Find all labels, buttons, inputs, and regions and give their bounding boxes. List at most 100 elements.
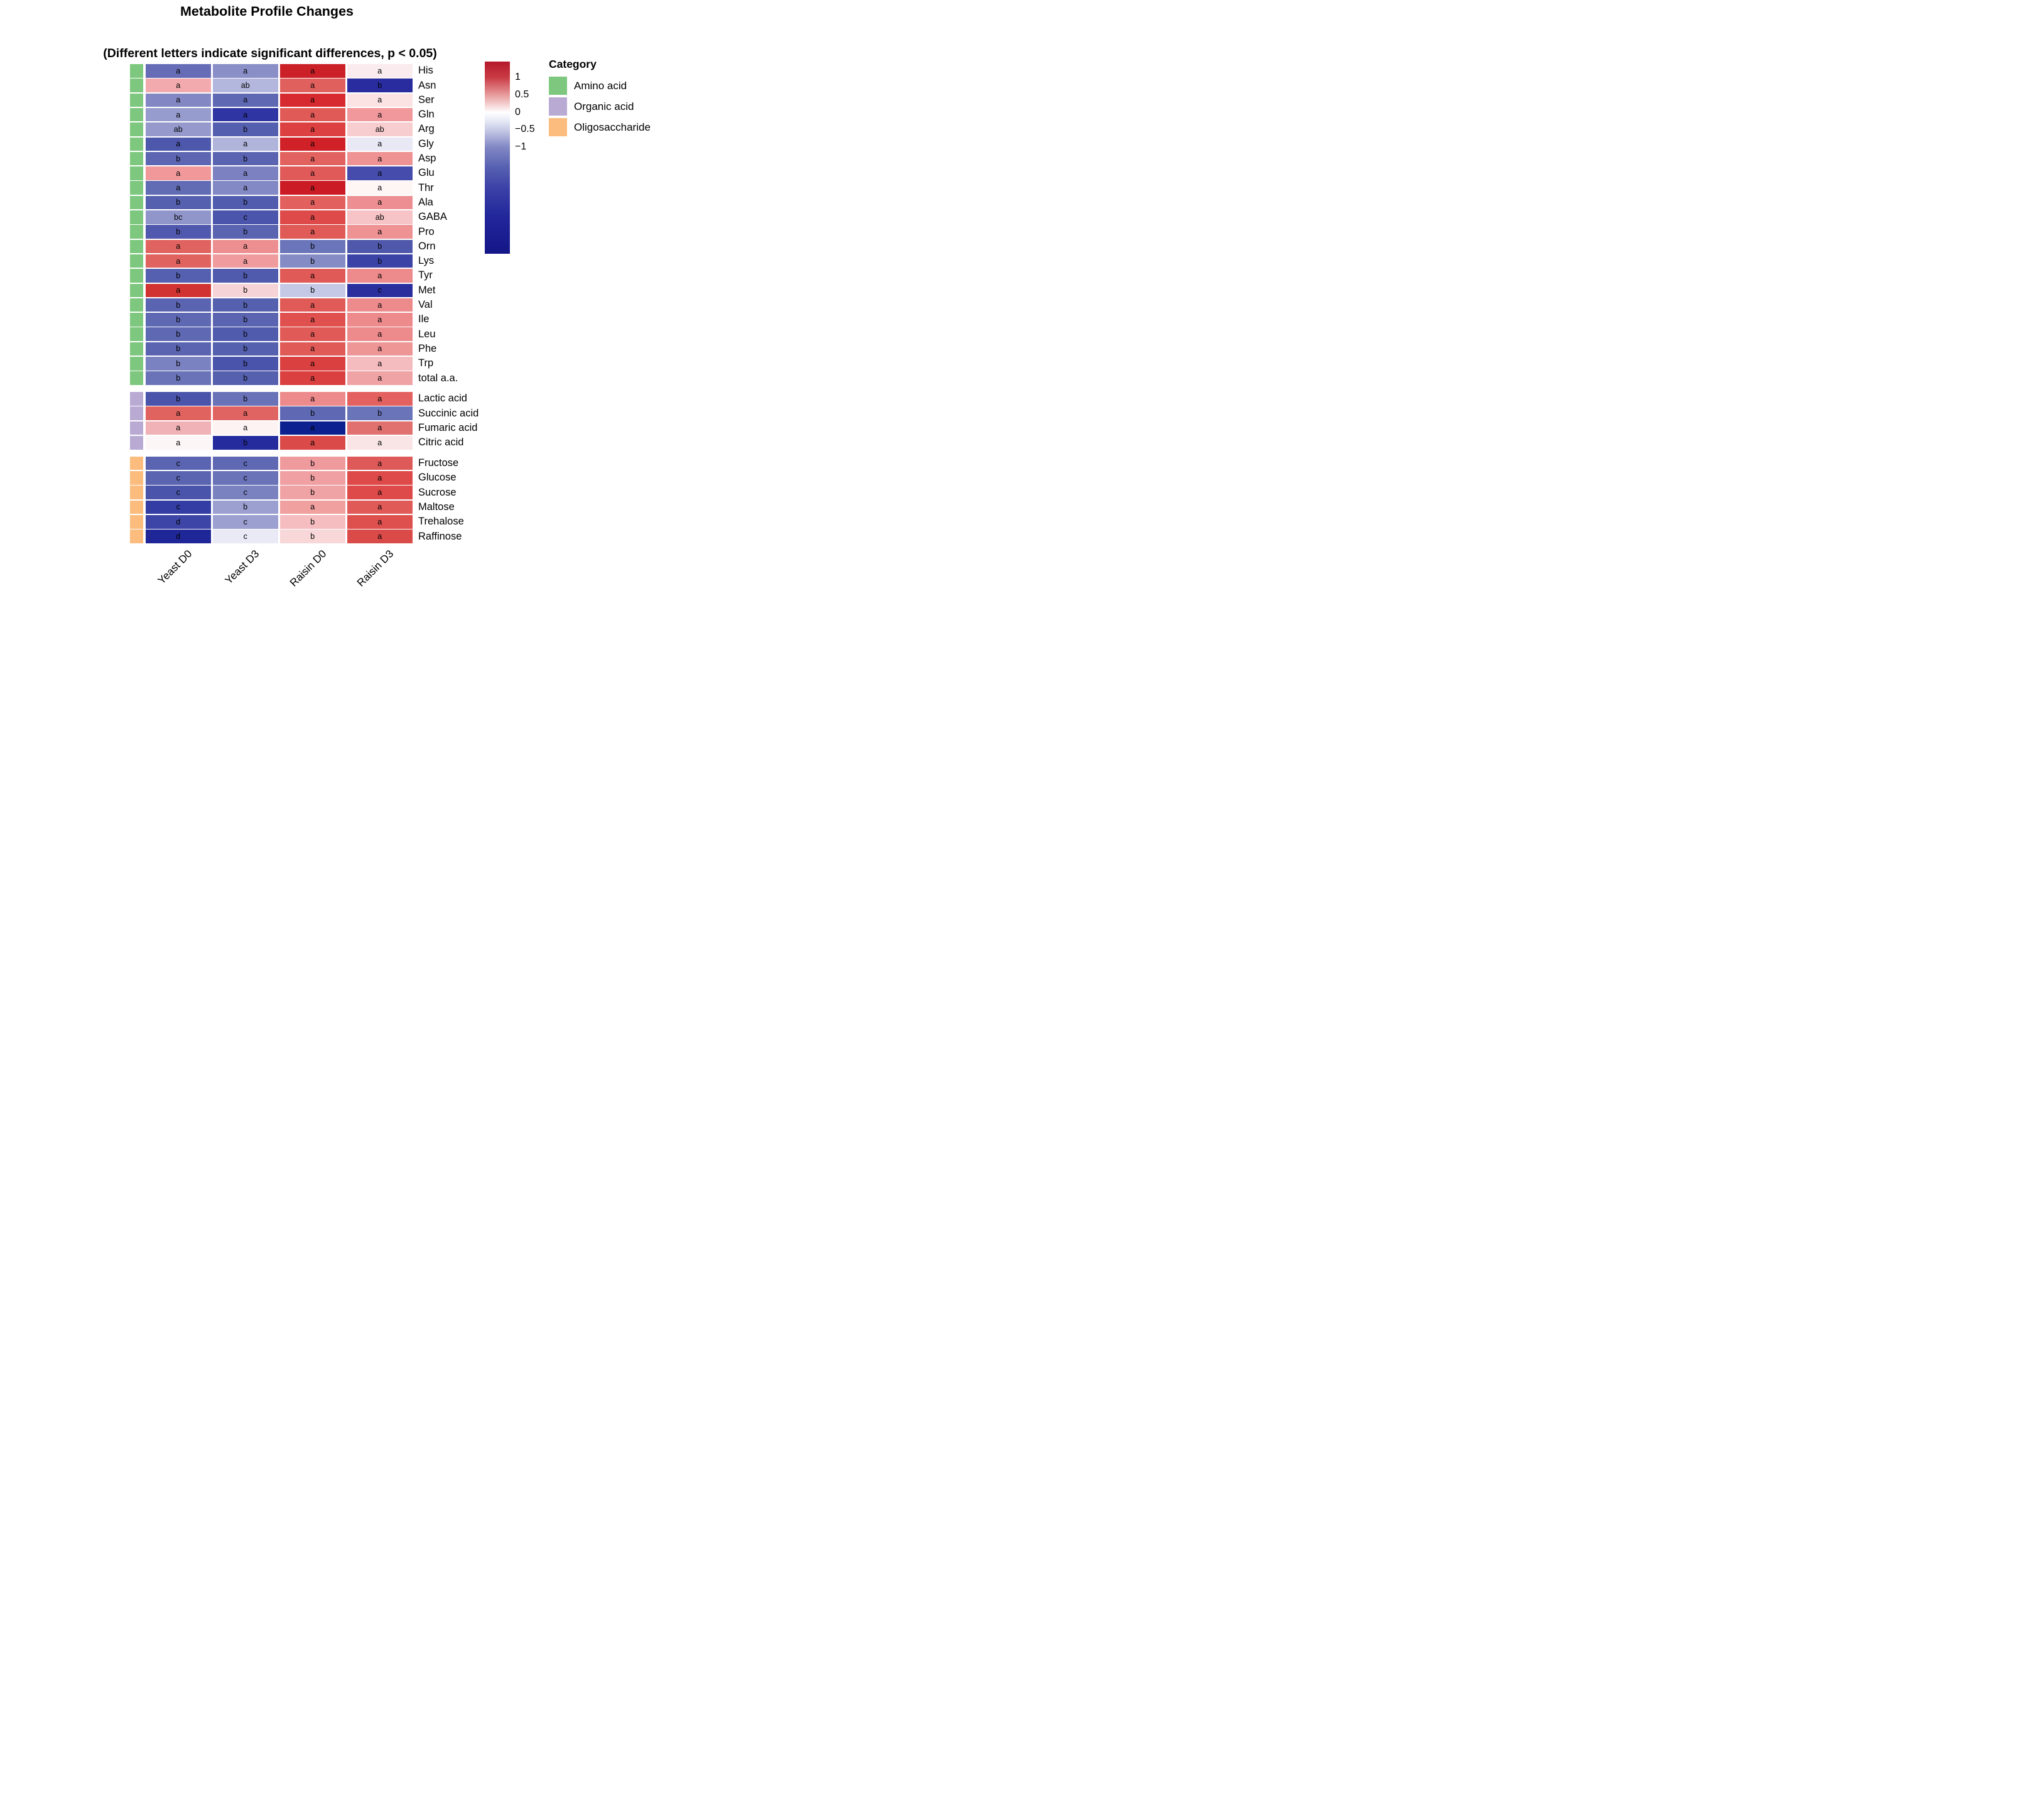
category-chip bbox=[130, 79, 143, 92]
category-chip bbox=[130, 166, 143, 180]
heatmap-cell: a bbox=[280, 181, 345, 195]
heatmap-cell: a bbox=[347, 357, 413, 371]
heatmap-cell: b bbox=[280, 283, 345, 298]
colorbar-tick-label: 1 bbox=[515, 72, 521, 83]
heatmap-cell: a bbox=[280, 225, 345, 239]
category-chip bbox=[130, 371, 143, 385]
heatmap-cell: a bbox=[146, 79, 211, 92]
heatmap-cell: a bbox=[213, 421, 278, 435]
category-chip bbox=[130, 225, 143, 239]
heatmap-cell: a bbox=[347, 327, 413, 341]
heatmap-cell: a bbox=[213, 406, 278, 420]
heatmap-cell: b bbox=[280, 406, 345, 420]
category-chip bbox=[130, 210, 143, 224]
category-chip bbox=[130, 239, 143, 254]
legend-item-label: Organic acid bbox=[574, 100, 634, 112]
heatmap-cell: b bbox=[146, 225, 211, 239]
heatmap-cell: c bbox=[213, 530, 278, 543]
category-chip bbox=[130, 515, 143, 529]
heatmap-cell: a bbox=[347, 151, 413, 166]
category-chip bbox=[130, 500, 143, 514]
heatmap-cell: a bbox=[280, 342, 345, 356]
category-chip bbox=[130, 137, 143, 151]
heatmap-cell: b bbox=[347, 79, 413, 92]
heatmap-cell: a bbox=[146, 137, 211, 151]
category-chip bbox=[130, 436, 143, 450]
heatmap-cell: a bbox=[146, 436, 211, 450]
category-chip bbox=[130, 313, 143, 327]
category-chip bbox=[130, 181, 143, 195]
row-label: Thr bbox=[418, 182, 434, 193]
row-label: Raffinose bbox=[418, 530, 462, 542]
row-label: His bbox=[418, 65, 433, 77]
heatmap-cell: a bbox=[280, 93, 345, 107]
category-chip bbox=[130, 283, 143, 298]
heatmap-cell: a bbox=[146, 93, 211, 107]
heatmap-cell: a bbox=[347, 313, 413, 327]
heatmap-cell: a bbox=[213, 93, 278, 107]
heatmap-cell: b bbox=[146, 357, 211, 371]
heatmap-cell: c bbox=[146, 486, 211, 499]
row-label: Sucrose bbox=[418, 486, 457, 498]
heatmap-cell: ab bbox=[146, 122, 211, 136]
heatmap-cell: c bbox=[146, 471, 211, 485]
category-chip bbox=[130, 342, 143, 356]
row-label: Asp bbox=[418, 153, 436, 165]
category-chip bbox=[130, 456, 143, 470]
heatmap-cell: a bbox=[146, 421, 211, 435]
category-chip bbox=[130, 151, 143, 166]
heatmap-cell: a bbox=[280, 436, 345, 450]
heatmap-cell: a bbox=[347, 93, 413, 107]
category-chip bbox=[130, 406, 143, 420]
row-label: Met bbox=[418, 284, 436, 296]
row-label: Asn bbox=[418, 79, 436, 91]
heatmap-cell: b bbox=[213, 500, 278, 514]
heatmap-cell: a bbox=[213, 64, 278, 78]
colorbar-tick-label: −1 bbox=[515, 141, 527, 153]
heatmap-cell: a bbox=[213, 181, 278, 195]
heatmap-cell: b bbox=[280, 456, 345, 470]
heatmap-cell: b bbox=[146, 371, 211, 385]
heatmap-cell: b bbox=[213, 151, 278, 166]
heatmap-cell: a bbox=[213, 254, 278, 268]
heatmap-cell: b bbox=[347, 239, 413, 254]
legend-swatch bbox=[549, 118, 567, 136]
heatmap-cell: a bbox=[280, 421, 345, 435]
row-label: Orn bbox=[418, 240, 436, 252]
row-label: Tyr bbox=[418, 269, 433, 281]
row-label: Lactic acid bbox=[418, 393, 467, 405]
row-label: Val bbox=[418, 299, 433, 311]
heatmap-cell: a bbox=[347, 269, 413, 283]
heatmap-cell: b bbox=[213, 225, 278, 239]
heatmap-cell: a bbox=[347, 486, 413, 499]
heatmap-cell: b bbox=[280, 239, 345, 254]
heatmap-cell: a bbox=[347, 107, 413, 122]
heatmap-cell: a bbox=[347, 530, 413, 543]
heatmap-cell: a bbox=[347, 371, 413, 385]
heatmap-cell: b bbox=[213, 371, 278, 385]
category-chip bbox=[130, 107, 143, 122]
heatmap-cell: a bbox=[146, 406, 211, 420]
heatmap-cell: ab bbox=[213, 79, 278, 92]
heatmap-cell: c bbox=[213, 486, 278, 499]
heatmap-cell: b bbox=[347, 254, 413, 268]
category-chip bbox=[130, 421, 143, 435]
legend-item-label: Amino acid bbox=[574, 80, 627, 92]
heatmap-cell: a bbox=[280, 64, 345, 78]
heatmap-cell: c bbox=[213, 515, 278, 529]
heatmap-cell: a bbox=[347, 64, 413, 78]
category-chip bbox=[130, 64, 143, 78]
heatmap-cell: b bbox=[213, 283, 278, 298]
heatmap-cell: a bbox=[213, 166, 278, 180]
heatmap-cell: a bbox=[280, 357, 345, 371]
row-label: Glucose bbox=[418, 472, 457, 484]
heatmap-cell: a bbox=[347, 181, 413, 195]
heatmap-cell: a bbox=[280, 210, 345, 224]
heatmap-cell: b bbox=[146, 195, 211, 210]
chart-subtitle: (Different letters indicate significant … bbox=[103, 46, 437, 60]
row-label: total a.a. bbox=[418, 372, 458, 384]
heatmap-cell: a bbox=[347, 342, 413, 356]
row-label: Leu bbox=[418, 328, 436, 340]
heatmap-cell: a bbox=[280, 107, 345, 122]
row-label: Ala bbox=[418, 196, 433, 208]
